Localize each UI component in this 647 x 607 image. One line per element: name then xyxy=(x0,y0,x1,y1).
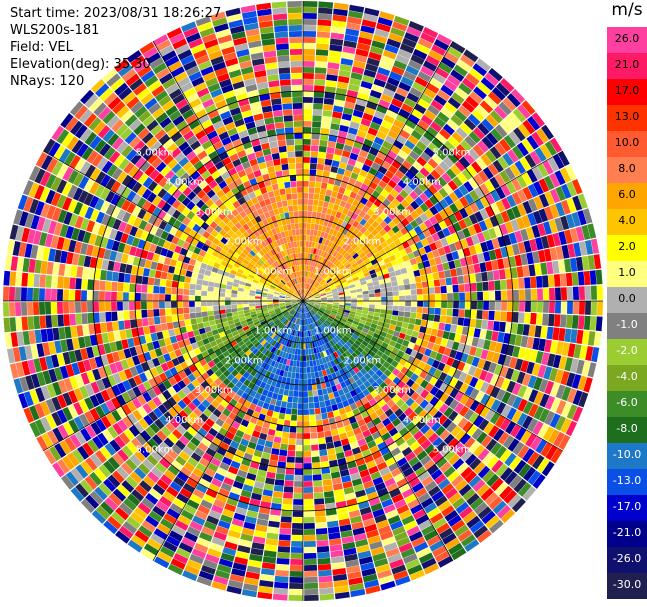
range-ring-label: 3.00km xyxy=(195,385,233,396)
range-ring-label: 5.00km xyxy=(433,445,471,456)
range-ring-label: 2.00km xyxy=(225,237,263,248)
site-label: WLS200s-181 xyxy=(10,23,100,38)
azimuth-spoke xyxy=(302,150,563,302)
range-ring-label: 1.00km xyxy=(314,326,352,337)
elevation-label: Elevation(deg): 35.30 xyxy=(10,57,151,72)
range-ring-label: 3.00km xyxy=(195,207,233,218)
range-ring-labels: 1.00km 1.00km 1.00km 1.00km 2.00km 2.00km 2.00… xyxy=(136,148,471,456)
azimuth-spoke xyxy=(43,150,304,302)
azimuth-spokes xyxy=(3,1,603,601)
range-ring-label: 2.00km xyxy=(343,237,381,248)
range-ring-label: 3.00km xyxy=(373,385,411,396)
range-ring-label: 4.00km xyxy=(165,177,203,188)
azimuth-spoke xyxy=(302,41,454,302)
azimuth-spoke xyxy=(152,300,304,561)
azimuth-spoke xyxy=(43,300,304,452)
velocity-gates xyxy=(3,1,603,601)
range-ring-label: 1.00km xyxy=(254,266,292,277)
range-ring-label: 1.00km xyxy=(254,326,292,337)
range-ring-label: 4.00km xyxy=(403,177,441,188)
start-time-label: Start time: 2023/08/31 18:26:27 xyxy=(10,6,222,21)
range-ring-label: 1.00km xyxy=(314,266,352,277)
range-ring-label: 2.00km xyxy=(225,355,263,366)
range-ring-label: 4.00km xyxy=(403,415,441,426)
range-ring-label: 5.00km xyxy=(136,445,174,456)
azimuth-spoke xyxy=(152,41,304,302)
range-ring-label: 3.00km xyxy=(373,207,411,218)
range-ring-label: 5.00km xyxy=(136,148,174,159)
azimuth-spoke xyxy=(302,300,563,452)
range-ring-label: 5.00km xyxy=(433,148,471,159)
field-label: Field: VEL xyxy=(10,40,73,55)
nrays-label: NRays: 120 xyxy=(10,74,85,89)
range-ring-label: 4.00km xyxy=(165,415,203,426)
range-ring-label: 2.00km xyxy=(343,355,381,366)
colorbar-unit: m/s xyxy=(611,0,643,20)
azimuth-spoke xyxy=(302,300,454,561)
